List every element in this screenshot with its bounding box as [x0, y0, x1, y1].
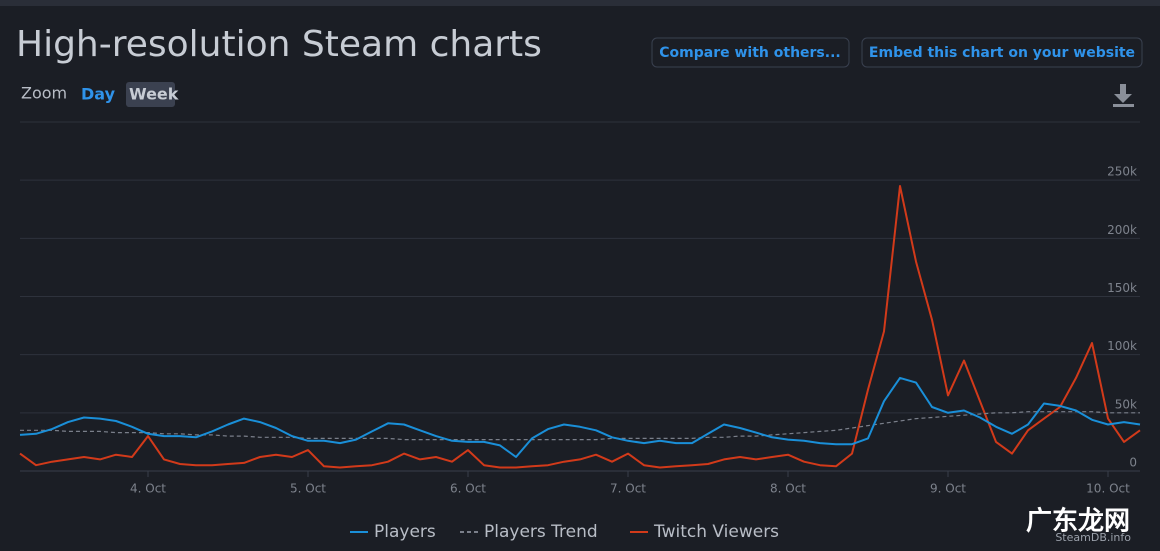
legend-label: Players Trend [484, 522, 598, 542]
compare-button-label[interactable]: Compare with others... [659, 45, 840, 61]
x-tick-label: 5. Oct [290, 482, 326, 496]
x-tick-label: 9. Oct [930, 482, 966, 496]
y-tick-label: 50k [1115, 397, 1137, 411]
x-tick-label: 10. Oct [1086, 482, 1130, 496]
zoom-day[interactable]: Day [81, 85, 116, 104]
y-tick-label: 200k [1107, 223, 1137, 237]
watermark: 广东龙网 [1026, 506, 1130, 537]
x-tick-label: 6. Oct [450, 482, 486, 496]
legend-label: Twitch Viewers [653, 522, 779, 542]
x-tick-label: 8. Oct [770, 482, 806, 496]
zoom-week-bg[interactable] [126, 82, 175, 107]
series-line [19, 376, 1141, 458]
series-line [20, 411, 1140, 441]
x-tick-label: 4. Oct [130, 482, 166, 496]
y-tick-label: 100k [1107, 339, 1137, 353]
embed-button[interactable] [861, 37, 1143, 68]
page-title: High-resolution Steam charts [16, 24, 542, 65]
y-tick-label: 250k [1107, 165, 1137, 179]
x-tick-label: 7. Oct [610, 482, 646, 496]
top-bar [0, 0, 1160, 6]
y-tick-label: 0 [1129, 456, 1137, 470]
series-line [19, 185, 1141, 469]
legend-label: Players [374, 522, 436, 542]
y-tick-label: 150k [1107, 281, 1137, 295]
embed-button-label[interactable]: Embed this chart on your website [869, 45, 1135, 61]
credit: SteamDB.info [1055, 531, 1131, 544]
zoom-label: Zoom [21, 84, 67, 103]
zoom-week[interactable]: Week [129, 85, 179, 104]
download-icon[interactable] [1113, 84, 1134, 107]
compare-button[interactable] [651, 37, 850, 68]
